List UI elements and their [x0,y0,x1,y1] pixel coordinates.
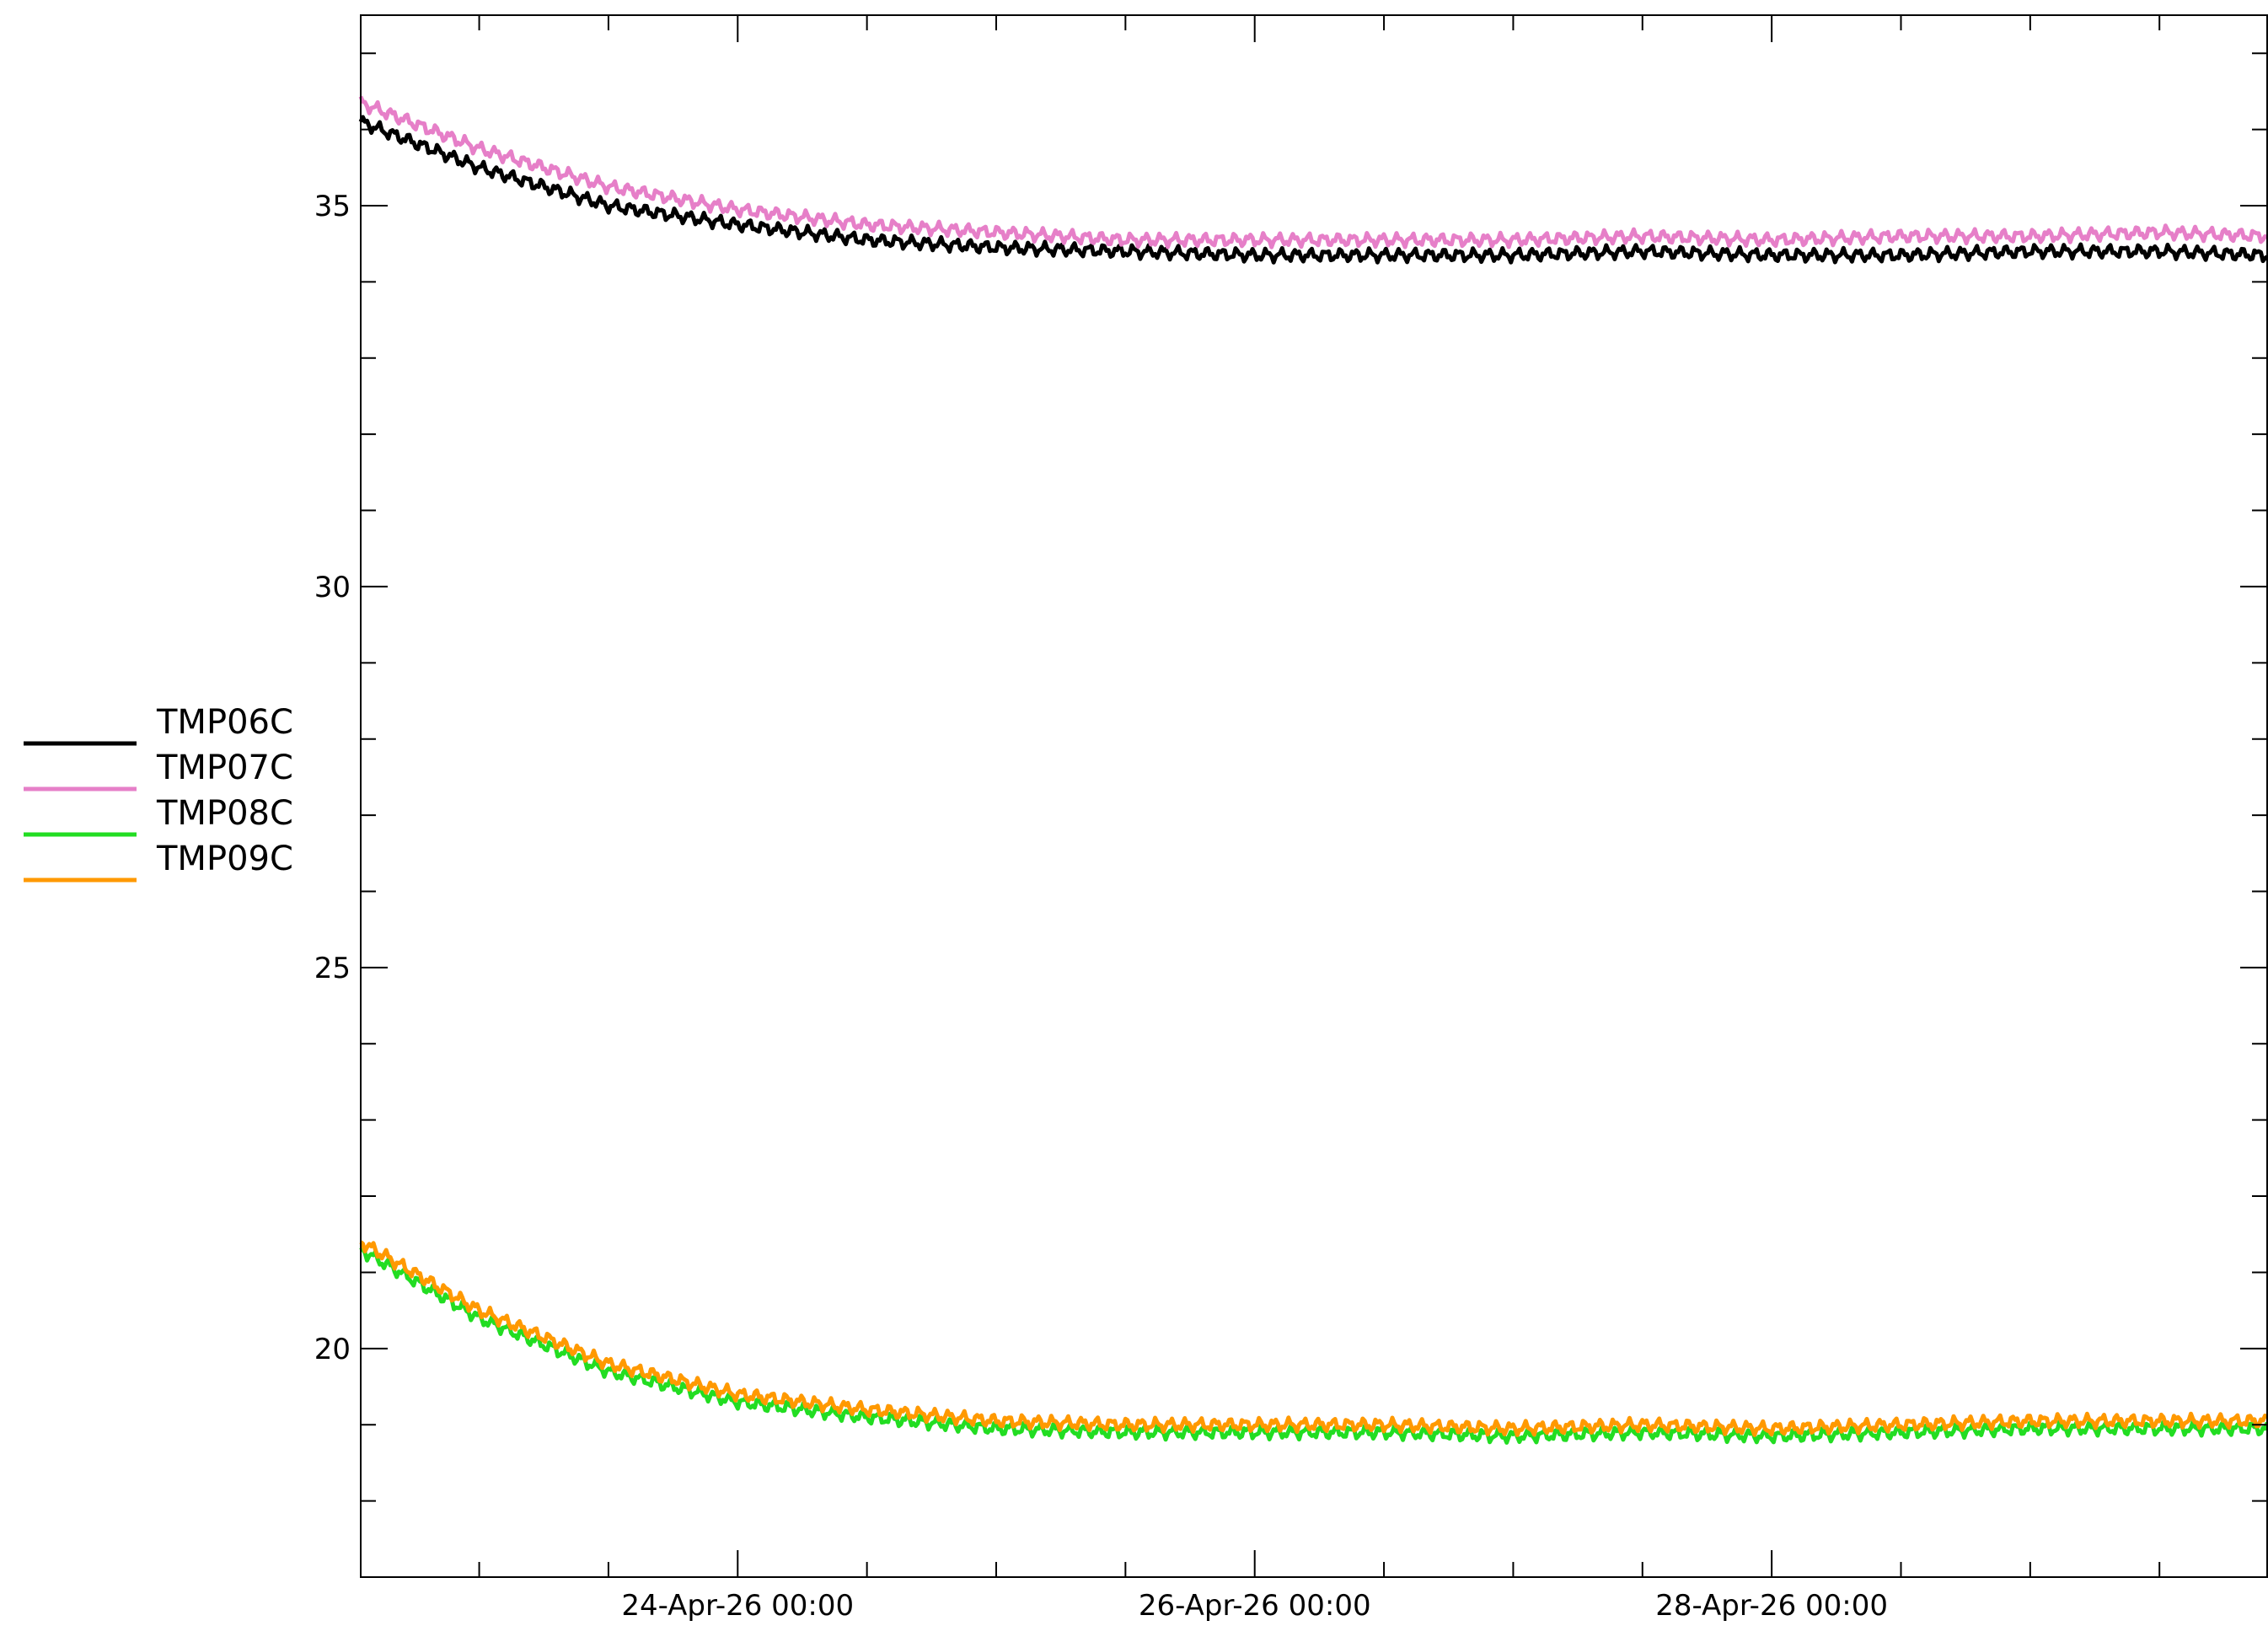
x-tick-label: 24-Apr-26 00:00 [621,1589,854,1623]
series-line-tmp08c [359,1246,2268,1445]
legend: TMP06C TMP07C TMP08C TMP09C [24,703,293,883]
legend-label: TMP08C [156,794,293,833]
y-tick-label: 35 [314,190,351,223]
legend-label: TMP09C [156,840,293,878]
x-tick-label: 28-Apr-26 00:00 [1655,1589,1888,1623]
legend-label: TMP07C [156,749,293,787]
legend-label: TMP06C [156,703,293,742]
legend-item-tmp09c: TMP09C [24,840,293,883]
tick-labels-layer: 24-Apr-26 00:00 26-Apr-26 00:00 28-Apr-26 … [314,190,1888,1623]
legend-item-tmp08c: TMP08C [24,794,293,837]
legend-item-tmp06c: TMP06C [24,703,293,746]
legend-item-tmp07c: TMP07C [24,749,293,792]
y-tick-label: 25 [314,952,351,985]
series-line-tmp06c [358,115,2268,265]
series-layer [358,95,2268,1445]
ticks-layer [361,15,2267,1577]
series-line-tmp09c [359,1240,2268,1437]
y-tick-label: 30 [314,571,351,604]
plot-frame [360,14,2268,1578]
y-tick-label: 20 [314,1333,351,1366]
x-tick-label: 26-Apr-26 00:00 [1139,1589,1371,1623]
series-line-tmp07c [358,95,2268,250]
